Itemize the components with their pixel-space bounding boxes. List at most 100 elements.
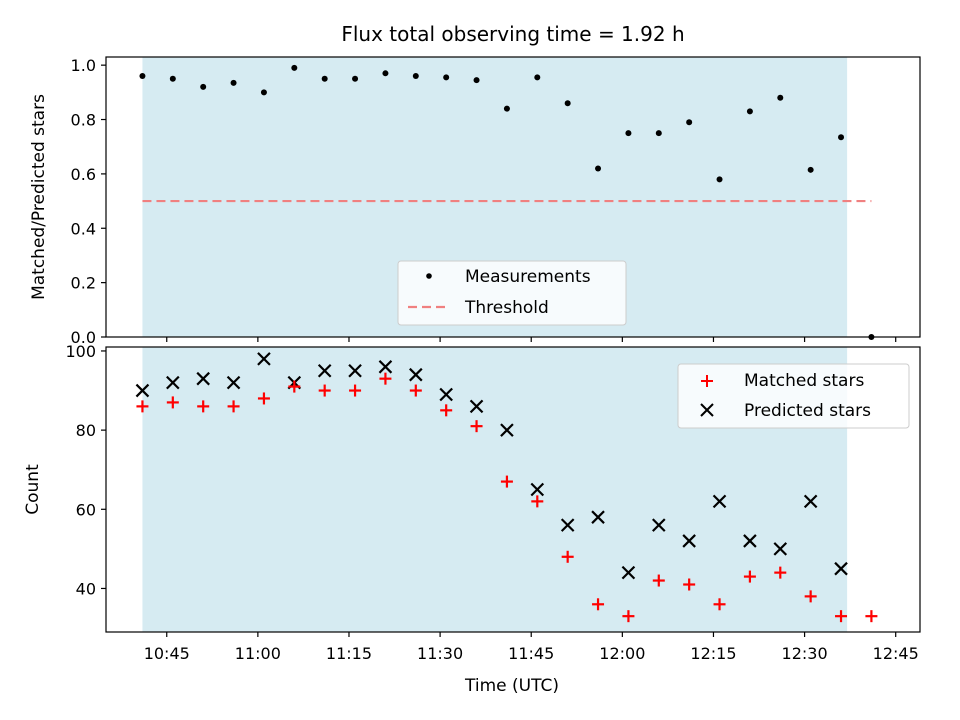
x-tick-label: 11:15: [326, 644, 372, 663]
x-tick-label: 11:00: [235, 644, 281, 663]
bottom-y-axis-label: Count: [23, 464, 43, 515]
measurement-point: [139, 73, 146, 80]
predicted-stars-point: [834, 561, 848, 576]
matched-stars-point: [288, 380, 301, 393]
x-tick-label: 11:45: [508, 644, 554, 663]
legend-predicted-label: Predicted stars: [744, 401, 871, 421]
top-x-ticks: [166, 337, 897, 342]
measurement-point: [564, 100, 571, 107]
x-tick-label: 12:15: [690, 644, 736, 663]
bottom-y-tick-label: 100: [65, 342, 96, 361]
measurement-point: [321, 75, 328, 82]
matched-stars-point: [622, 610, 635, 623]
measurement-point: [169, 75, 176, 82]
bottom-axes-frame: [105, 346, 921, 633]
x-tick-label: 10:45: [144, 644, 190, 663]
measurement-point: [230, 79, 237, 86]
predicted-stars-point: [409, 367, 423, 382]
matched-stars-point: [318, 384, 331, 397]
matched-stars-point: [409, 384, 422, 397]
predicted-stars-point: [196, 371, 210, 386]
measurement-point: [746, 108, 753, 115]
predicted-stars-point: [500, 423, 514, 437]
measurement-point: [260, 89, 267, 96]
predicted-stars-point: [773, 542, 788, 556]
measurement-point: [838, 134, 845, 141]
x-tick-label: 12:45: [873, 644, 919, 663]
bottom-legend: Matched stars Predicted stars: [677, 363, 910, 429]
predicted-stars-point: [257, 352, 271, 366]
predicted-stars-point: [712, 494, 727, 509]
bottom-y-tick-label: 80: [76, 421, 96, 440]
bottom-y-tick-label: 40: [76, 579, 96, 598]
matched-stars-point: [865, 610, 878, 623]
measurement-point: [473, 77, 480, 84]
matched-stars-point: [743, 570, 756, 583]
top-y-tick-label: 0.4: [71, 219, 96, 238]
predicted-stars-point: [621, 565, 636, 580]
predicted-stars-point: [682, 534, 696, 548]
x-tick-label: 12:00: [599, 644, 645, 663]
top-y-ticks: 0.0 0.2 0.4 0.6 0.8 1.0: [71, 56, 106, 347]
top-legend: Measurements Threshold: [397, 260, 627, 326]
measurement-point: [686, 119, 693, 126]
measurement-point: [595, 165, 602, 172]
legend-measurements-label: Measurements: [465, 267, 591, 287]
matched-stars-point: [257, 392, 270, 405]
predicted-stars-point: [469, 399, 484, 414]
bottom-panel: 40 60 80 100 10:45 11:00 11:15 11:30 11:45 12:00…: [23, 342, 921, 696]
matched-stars-point: [136, 400, 149, 413]
matched-stars-point: [652, 574, 665, 587]
measurement-point: [503, 105, 510, 112]
legend-matched-marker: [701, 375, 713, 387]
top-y-tick-label: 1.0: [71, 56, 96, 75]
top-y-tick-label: 0.8: [71, 111, 96, 130]
matched-stars-point: [470, 420, 483, 433]
matched-stars-point: [349, 384, 362, 397]
x-tick-label: 11:30: [417, 644, 463, 663]
measurement-point: [655, 130, 662, 137]
predicted-stars-point: [135, 383, 150, 398]
matched-stars-point: [379, 372, 392, 385]
measurement-point: [716, 176, 723, 183]
measurement-point: [200, 83, 207, 90]
matched-stars-point: [440, 404, 453, 417]
matched-stars-point: [166, 396, 179, 409]
matched-stars-point: [227, 400, 240, 413]
predicted-stars-point: [591, 510, 605, 524]
matched-stars-point: [197, 400, 210, 413]
measurement-point: [382, 70, 389, 77]
measurement-point: [807, 166, 814, 173]
x-tick-label: 12:30: [782, 644, 828, 663]
predicted-stars-point: [530, 482, 545, 497]
measurement-point: [291, 64, 298, 71]
bottom-y-ticks: 40 60 80 100: [65, 342, 106, 598]
predicted-stars-point: [743, 534, 757, 548]
top-y-axis-label: Matched/Predicted stars: [29, 94, 49, 300]
x-axis-label: Time (UTC): [464, 676, 559, 696]
matched-stars-point: [531, 495, 544, 508]
matched-stars-point: [804, 590, 817, 603]
legend-predicted-marker: [700, 403, 714, 417]
predicted-stars-point: [439, 387, 453, 402]
predicted-stars-point: [378, 360, 393, 374]
matched-stars-point: [713, 598, 726, 611]
predicted-stars-point: [348, 363, 362, 378]
legend-threshold-label: Threshold: [464, 298, 549, 318]
top-axes-frame: [105, 56, 921, 338]
predicted-stars-point: [317, 363, 332, 378]
matched-stars-point: [500, 475, 513, 488]
measurement-point: [352, 75, 359, 82]
predicted-stars-point: [803, 494, 818, 509]
top-y-tick-label: 0.0: [71, 328, 96, 347]
measurement-point: [443, 74, 450, 81]
legend-matched-label: Matched stars: [744, 371, 864, 391]
legend-measurements-marker: [426, 273, 432, 279]
matched-stars-point: [592, 598, 605, 611]
matched-stars-point: [774, 566, 787, 579]
measurement-point: [534, 74, 541, 81]
chart-title: Flux total observing time = 1.92 h: [341, 22, 684, 46]
top-y-tick-label: 0.2: [71, 274, 96, 293]
predicted-stars-point: [166, 375, 180, 390]
